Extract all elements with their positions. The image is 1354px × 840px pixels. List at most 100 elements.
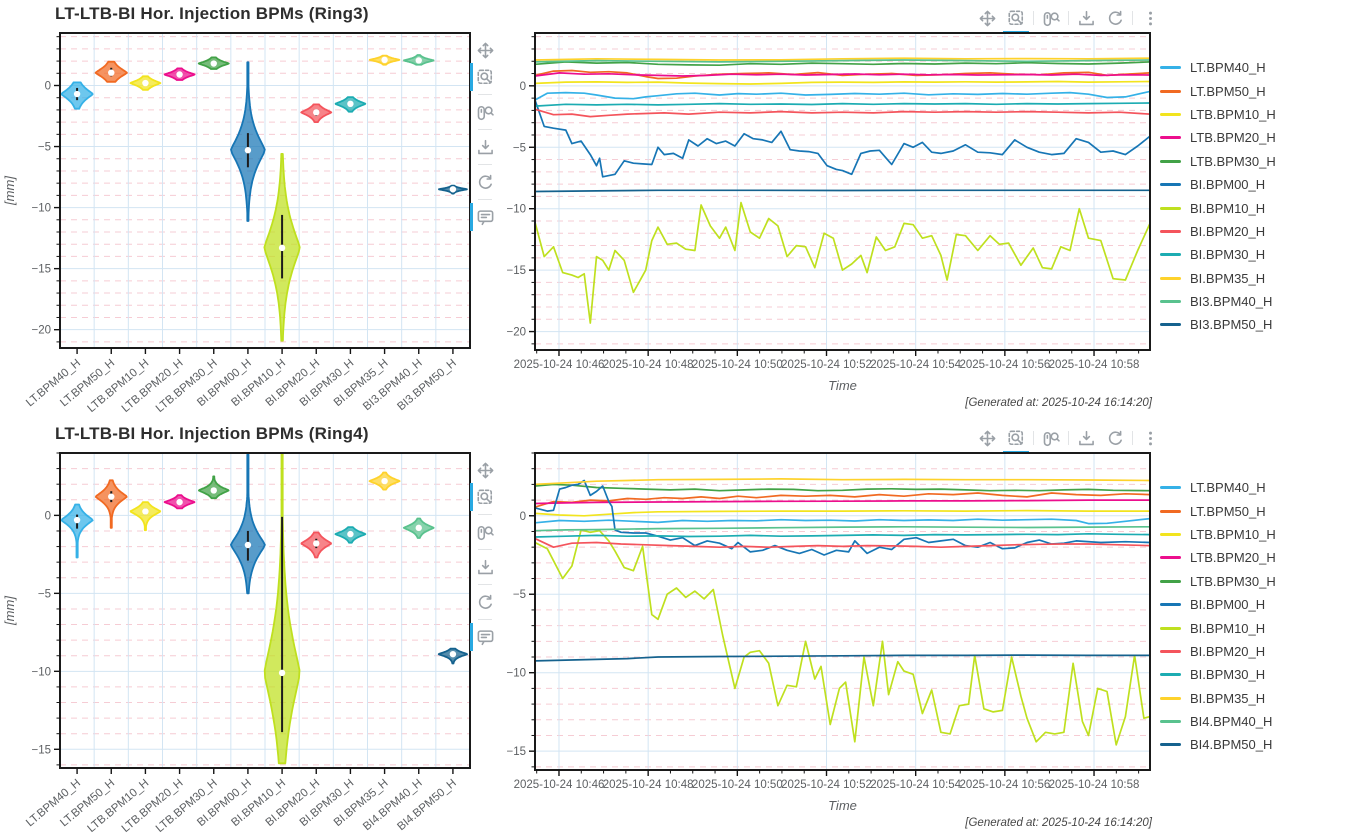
ring4-violin-canvas[interactable]: 0 −5 −10 −15 [mm] LT.BPM40_HLT.BPM50_HLTB.BPM… [0,446,500,840]
wheel-zoom-tool-button[interactable] [1039,426,1063,450]
legend-label: BI4.BPM50_H [1190,737,1273,753]
x-tick-label: 2025-10-24 10:54 [870,779,961,791]
save-tool-button[interactable] [473,555,497,579]
legend-swatch [1160,673,1181,677]
hover-tool-button[interactable] [470,623,497,651]
x-tick-label: LTB.BPM30_H [154,777,220,835]
pan-icon [477,42,494,59]
wheel-zoom-tool-button[interactable] [473,100,497,124]
legend-swatch [1160,112,1181,116]
x-tick-label: 2025-10-24 10:50 [692,779,783,791]
legend-item: LTB.BPM30_H [1160,150,1276,173]
legend-label: LT.BPM40_H [1190,60,1266,76]
legend-swatch [1160,532,1181,536]
reset-icon [1107,430,1124,447]
legend-item: BI4.BPM50_H [1160,733,1276,756]
more-tool-button[interactable] [1138,6,1162,30]
series-line-BI.BPM00_H [535,479,1150,556]
ring4-timeseries-figure: 0 −5 −10 −15 2025-10-24 10:46 2025-10-24 10:4… [500,420,1354,840]
toolbar-separator [1132,431,1133,445]
pan-tool-button[interactable] [473,458,497,482]
violin-median-dot [415,524,422,532]
wheel-zoom-tool-button[interactable] [1039,6,1063,30]
box-zoom-tool-button[interactable] [470,63,497,91]
save-icon [477,139,494,156]
legend-label: BI.BPM20_H [1190,223,1266,239]
x-tick-label: LTB.BPM20_H [120,777,186,835]
ring3-legend: LT.BPM40_H LT.BPM50_H LTB.BPM10_H LTB.BPM20… [1160,56,1276,337]
reset-icon [1107,10,1124,27]
plot-frame [534,452,1151,771]
legend-item: LT.BPM50_H [1160,499,1276,522]
save-tool-button[interactable] [1074,6,1098,30]
reset-tool-button[interactable] [473,170,497,194]
series-line-BI.BPM30_H [535,532,1150,538]
legend-swatch [1160,509,1181,513]
legend-item: BI3.BPM40_H [1160,290,1276,313]
legend-item: LTB.BPM10_H [1160,103,1276,126]
ring3-violin-toolbar [470,38,500,231]
legend-label: LTB.BPM10_H [1190,526,1276,542]
violin-median-dot [210,487,217,494]
pan-tool-button[interactable] [975,426,999,450]
violin-median-dot [415,57,422,64]
ring3-violin-canvas[interactable]: 0 −5 −10 −15 −20 [mm] LT.BPM40_HLT.BPM50_HLTB.… [0,26,500,420]
violin-median-dot [142,508,149,515]
reset-tool-button[interactable] [1103,6,1127,30]
box-zoom-icon [1007,429,1025,447]
reset-icon [477,174,494,191]
x-tick-label: 2025-10-24 10:58 [1049,779,1140,791]
violin-median-dot [313,540,320,547]
legend-label: BI3.BPM50_H [1190,317,1273,333]
save-tool-button[interactable] [473,135,497,159]
legend-item: BI.BPM20_H [1160,640,1276,663]
series-line-BI3.BPM50_H [535,189,1150,193]
legend-swatch [1160,89,1181,93]
ring3-timeseries-figure: 0 −5 −10 −15 −20 2025-10-24 10:46 2025-10-24 1… [500,0,1354,420]
y-axis: 0 −5 −10 −15 [mm] [2,452,60,766]
ring3-violin-title: LT-LTB-BI Hor. Injection BPMs (Ring3) [55,4,369,23]
x-tick-label: 2025-10-24 10:56 [959,779,1050,791]
legend-item: BI.BPM30_H [1160,243,1276,266]
legend-item: LT.BPM40_H [1160,56,1276,79]
legend-swatch [1160,649,1181,653]
violin-median-dot [449,650,457,658]
y-tick-label: 0 [45,81,51,93]
more-tool-button[interactable] [1138,426,1162,450]
x-tick-label: 2025-10-24 10:58 [1049,359,1140,371]
y-tick-label: −15 [506,265,526,277]
reset-tool-button[interactable] [473,590,497,614]
legend-item: BI3.BPM50_H [1160,313,1276,336]
x-axis: LT.BPM40_HLT.BPM50_HLTB.BPM10_HLTB.BPM20… [24,348,459,415]
y-tick-label: −15 [31,264,51,276]
series-line-BI.BPM10_H [535,529,1150,746]
legend-item: BI.BPM00_H [1160,173,1276,196]
reset-tool-button[interactable] [1103,426,1127,450]
toolbar-separator [478,584,492,585]
legend-item: BI.BPM20_H [1160,220,1276,243]
y-axis-label: [mm] [2,176,17,206]
more-icon [1142,430,1159,447]
wheel-zoom-tool-button[interactable] [473,520,497,544]
hover-tool-button[interactable] [470,203,497,231]
box-zoom-tool-button[interactable] [470,483,497,511]
y-tick-label: −10 [506,668,526,680]
violin-LT.BPM40_H [60,503,94,559]
line-glyphs [535,57,1150,324]
legend-swatch [1160,66,1181,70]
legend-item: LTB.BPM20_H [1160,126,1276,149]
legend-label: LT.BPM50_H [1190,503,1266,519]
x-tick-label: 2025-10-24 10:46 [514,779,605,791]
ring4-violin-figure: LT-LTB-BI Hor. Injection BPMs (Ring4) 0 −… [0,420,500,840]
pan-tool-button[interactable] [473,38,497,62]
y-tick-label: −5 [513,589,526,601]
x-axis-label: Time [828,378,857,393]
pan-tool-button[interactable] [975,6,999,30]
x-tick-label: 2025-10-24 10:50 [692,359,783,371]
save-tool-button[interactable] [1074,426,1098,450]
series-line-LTB.BPM10_H [535,509,1150,517]
violin-median-dot [108,69,115,76]
y-tick-label: −5 [38,142,51,154]
